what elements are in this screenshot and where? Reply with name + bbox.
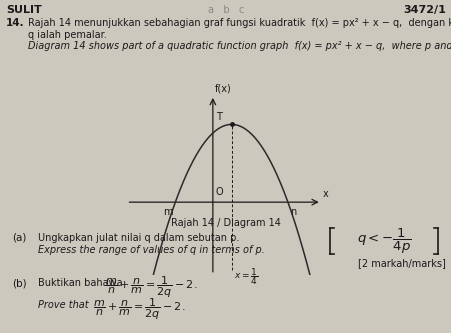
Text: n: n	[290, 207, 296, 217]
Text: q ialah pemalar.: q ialah pemalar.	[28, 30, 106, 40]
Text: f(x): f(x)	[215, 84, 231, 94]
Text: x: x	[322, 189, 328, 199]
Text: [2 markah/marks]: [2 markah/marks]	[357, 258, 445, 268]
Text: Prove that: Prove that	[38, 300, 88, 310]
Text: $\dfrac{m}{n} + \dfrac{n}{m} = \dfrac{1}{2q} - 2.$: $\dfrac{m}{n} + \dfrac{n}{m} = \dfrac{1}…	[93, 297, 185, 322]
Text: $\dfrac{m}{n} + \dfrac{n}{m} = \dfrac{1}{2q} - 2.$: $\dfrac{m}{n} + \dfrac{n}{m} = \dfrac{1}…	[105, 275, 197, 300]
Text: $q < -\dfrac{1}{4p}$: $q < -\dfrac{1}{4p}$	[356, 226, 410, 255]
Text: Diagram 14 shows part of a quadratic function graph  f(x) = px² + x − q,  where : Diagram 14 shows part of a quadratic fun…	[28, 41, 451, 51]
Text: Rajah 14 menunjukkan sebahagian graf fungsi kuadratik  f(x) = px² + x − q,  deng: Rajah 14 menunjukkan sebahagian graf fun…	[28, 18, 451, 28]
Text: Rajah 14 / Diagram 14: Rajah 14 / Diagram 14	[170, 218, 281, 228]
Text: Ungkapkan julat nilai q dalam sebutan p.: Ungkapkan julat nilai q dalam sebutan p.	[38, 233, 239, 243]
Text: T: T	[216, 112, 221, 122]
Text: Buktikan bahawa: Buktikan bahawa	[38, 278, 122, 288]
Text: a   b   c: a b c	[207, 5, 244, 15]
Text: m: m	[162, 207, 172, 217]
Text: (a): (a)	[12, 233, 26, 243]
Text: 14.: 14.	[6, 18, 24, 28]
Text: $x = \dfrac{1}{4}$: $x = \dfrac{1}{4}$	[233, 266, 258, 287]
Text: 3472/1: 3472/1	[402, 5, 445, 15]
Text: SULIT: SULIT	[6, 5, 41, 15]
Text: O: O	[216, 187, 223, 197]
Text: (b): (b)	[12, 278, 27, 288]
Text: Express the range of values of q in terms of p.: Express the range of values of q in term…	[38, 245, 264, 255]
